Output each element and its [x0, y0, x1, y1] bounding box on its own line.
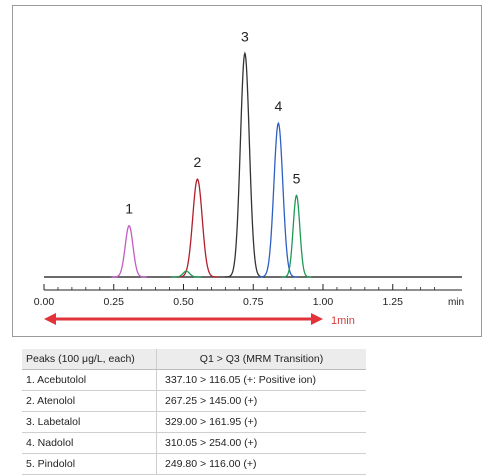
peak-4-trace — [258, 121, 299, 278]
peak-3-trace — [224, 51, 265, 278]
mrm-transition: 310.05 > 254.00 (+) — [156, 432, 366, 454]
mrm-transition-table: Peaks (100 μg/L, each) Q1 > Q3 (MRM Tran… — [22, 349, 366, 475]
table-row: 4. Nadolol 310.05 > 254.00 (+) — [22, 432, 366, 454]
compound-name: 5. Pindolol — [22, 453, 157, 475]
chromatogram-chart: 0.00 0.25 0.50 0.75 1.00 1.25 min 1 2 3 4 5 1min — [34, 28, 464, 327]
minor-peak-trace — [171, 270, 202, 278]
x-tick-label: 0.00 — [34, 296, 55, 308]
mrm-transition: 267.25 > 145.00 (+) — [156, 390, 366, 412]
table-row: 3. Labetalol 329.00 > 161.95 (+) — [22, 411, 366, 433]
x-tick-label: 0.75 — [243, 296, 264, 308]
table-row: 2. Atenolol 267.25 > 145.00 (+) — [22, 390, 366, 412]
scale-bar-label: 1min — [331, 315, 355, 327]
peak-1-label: 1 — [125, 201, 133, 217]
peak-5-label: 5 — [293, 170, 301, 186]
compound-name: 2. Atenolol — [22, 390, 157, 412]
chromatogram-frame: 0.00 0.25 0.50 0.75 1.00 1.25 min 1 2 3 4 5 1min — [12, 5, 482, 337]
peak-3-label: 3 — [241, 28, 249, 44]
mrm-transition: 249.80 > 116.00 (+) — [156, 453, 366, 475]
header-peaks: Peaks (100 μg/L, each) — [22, 349, 157, 370]
compound-name: 1. Acebutolol — [22, 369, 157, 391]
x-axis-unit: min — [448, 297, 464, 308]
x-tick-label: 1.25 — [383, 296, 404, 308]
mrm-transition: 329.00 > 161.95 (+) — [156, 411, 366, 433]
compound-name: 3. Labetalol — [22, 411, 157, 433]
x-tick-label: 0.25 — [104, 296, 125, 308]
mrm-transition: 337.10 > 116.05 (+: Positive ion) — [156, 369, 366, 391]
scale-bar-right-arrow — [311, 313, 323, 325]
x-tick-label: 1.00 — [313, 296, 334, 308]
compound-name: 4. Nadolol — [22, 432, 157, 454]
peak-2-trace — [176, 178, 219, 278]
peak-2-label: 2 — [194, 154, 202, 170]
peak-1-trace — [111, 224, 147, 278]
mrm-table-container: Peaks (100 μg/L, each) Q1 > Q3 (MRM Tran… — [22, 349, 366, 475]
header-transition: Q1 > Q3 (MRM Transition) — [156, 349, 366, 370]
table-header-row: Peaks (100 μg/L, each) Q1 > Q3 (MRM Tran… — [22, 349, 366, 370]
peak-5-trace — [281, 194, 312, 278]
scale-bar-left-arrow — [44, 313, 56, 325]
peak-4-label: 4 — [274, 98, 282, 114]
x-tick-label: 0.50 — [173, 296, 194, 308]
table-row: 5. Pindolol 249.80 > 116.00 (+) — [22, 453, 366, 475]
table-row: 1. Acebutolol 337.10 > 116.05 (+: Positi… — [22, 369, 366, 391]
